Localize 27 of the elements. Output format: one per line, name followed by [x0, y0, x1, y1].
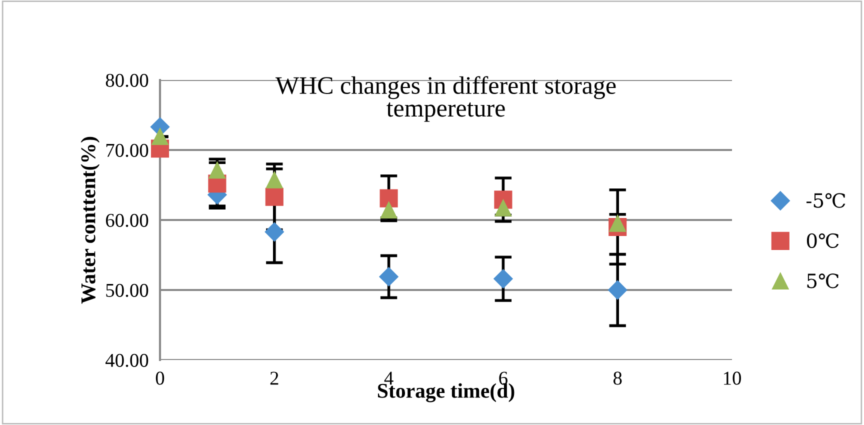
point: [494, 269, 513, 288]
point: [264, 222, 284, 242]
chart-title: WHC changes in different storage tempereture: [275, 76, 616, 122]
point: [608, 280, 628, 300]
x-tick-label: 10: [724, 372, 741, 385]
legend-label: 0℃: [806, 233, 839, 248]
point: [380, 189, 398, 208]
x-tick-label: 0: [156, 372, 164, 385]
point: [266, 172, 283, 188]
x-tick-label: 8: [613, 372, 622, 385]
x-axis-title: Storage time(d): [378, 383, 514, 402]
y-tick-label: 80.00: [106, 74, 148, 88]
legend-label: 5℃: [807, 274, 839, 288]
y-tick-label: 70.00: [106, 144, 148, 158]
point: [380, 202, 398, 219]
x-tick-label: 2: [270, 372, 278, 385]
x-tick-label: 4: [384, 372, 394, 385]
y-tick-label: 40.00: [106, 354, 148, 368]
legend-label: -5℃: [806, 193, 846, 208]
y-axis-title: Water conttent(%): [80, 136, 100, 304]
point: [379, 267, 398, 286]
point: [152, 128, 168, 146]
y-tick-label: 50.00: [106, 284, 148, 298]
point: [494, 200, 512, 216]
x-tick-label: 6: [499, 372, 508, 385]
y-tick-label: 60.00: [106, 214, 148, 228]
point: [265, 188, 284, 206]
